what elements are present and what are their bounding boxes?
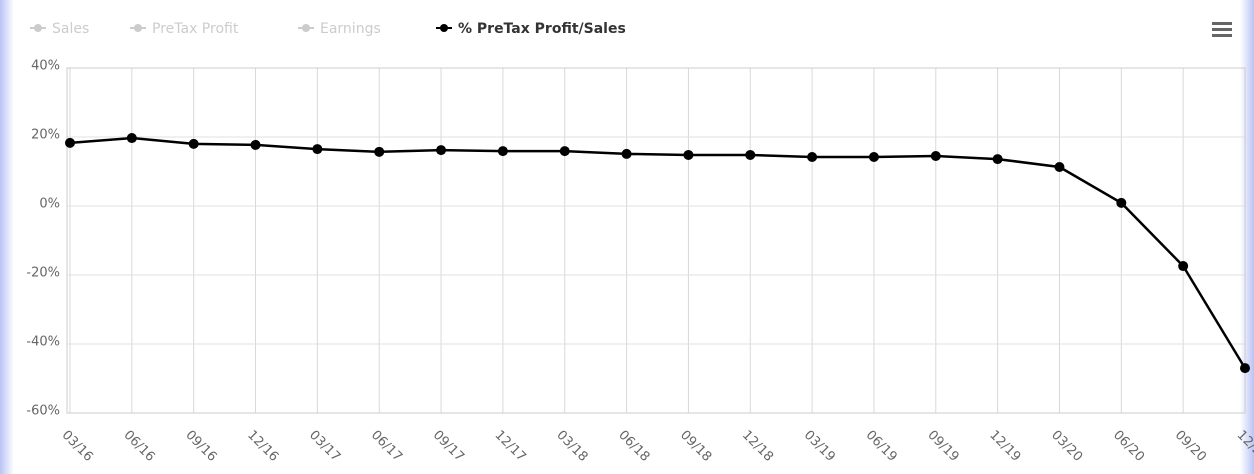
menu-bar: [1212, 22, 1232, 25]
legend-item[interactable]: PreTax Profit: [130, 21, 239, 37]
x-tick-label: 03/19: [801, 428, 838, 465]
x-tick-label: 09/16: [182, 428, 219, 465]
point-marker: [807, 152, 818, 163]
x-tick-label: 12/18: [739, 428, 776, 465]
point-marker: [1054, 162, 1065, 173]
legend-item[interactable]: Sales: [30, 21, 89, 37]
legend-label: PreTax Profit: [152, 21, 239, 37]
point-marker: [436, 145, 447, 156]
x-tick-label: 03/18: [553, 428, 590, 465]
point-marker: [992, 154, 1003, 165]
point-marker: [868, 152, 879, 163]
legend-label: % PreTax Profit/Sales: [458, 21, 626, 37]
x-tick-label: 09/18: [677, 428, 714, 465]
point-marker: [621, 148, 632, 159]
x-tick-label: 03/17: [306, 428, 343, 465]
plot-border: [66, 67, 1246, 414]
y-tick-label: 0%: [39, 197, 60, 212]
x-tick-label: 12/16: [244, 428, 281, 465]
x-tick-label: 09/19: [924, 428, 961, 465]
x-tick-label: 06/16: [121, 428, 158, 465]
point-marker: [683, 149, 694, 160]
series-line: [69, 136, 1247, 369]
x-tick-label: 09/20: [1172, 428, 1209, 465]
legend-item[interactable]: Earnings: [298, 21, 381, 37]
legend-label: Earnings: [320, 21, 381, 37]
legend-symbol-marker: [34, 24, 42, 32]
point-marker: [65, 137, 75, 148]
y-tick-label: -60%: [26, 404, 60, 419]
legend-symbol-marker: [440, 24, 448, 32]
point-marker: [1178, 261, 1189, 272]
x-tick-label: 03/16: [59, 428, 96, 465]
point-marker: [497, 146, 508, 157]
point-marker: [559, 146, 570, 157]
point-marker: [188, 138, 199, 149]
point-marker: [126, 133, 137, 144]
point-marker: [374, 146, 385, 157]
legend-symbol-marker: [302, 24, 310, 32]
x-tick-label: 12/19: [986, 428, 1023, 465]
y-tick-label: -20%: [26, 266, 60, 281]
y-tick-label: 40%: [31, 59, 60, 74]
legend-symbol-marker: [134, 24, 142, 32]
x-tick-label: 12/17: [492, 428, 529, 465]
y-tick-label: 20%: [31, 128, 60, 143]
x-tick-label: 06/20: [1110, 428, 1147, 465]
x-tick-label: 06/19: [863, 428, 900, 465]
x-tick-label: 06/17: [368, 428, 405, 465]
point-marker: [1116, 197, 1127, 208]
legend-item[interactable]: % PreTax Profit/Sales: [436, 21, 626, 37]
x-tick-label: 03/20: [1048, 428, 1085, 465]
point-marker: [930, 150, 941, 161]
point-marker: [250, 139, 261, 150]
point-marker: [1240, 363, 1250, 374]
menu-bar: [1212, 28, 1232, 31]
legend-label: Sales: [52, 21, 89, 37]
menu-bar: [1212, 34, 1232, 37]
menu-button[interactable]: [1212, 22, 1232, 37]
x-tick-label: 12/20: [1234, 428, 1254, 465]
point-marker: [312, 144, 323, 155]
y-tick-label: -40%: [26, 335, 60, 350]
point-marker: [745, 149, 756, 160]
x-tick-label: 06/18: [615, 428, 652, 465]
x-tick-label: 09/17: [430, 428, 467, 465]
